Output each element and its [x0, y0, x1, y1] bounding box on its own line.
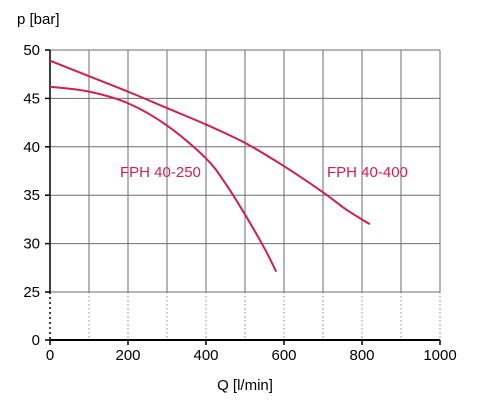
y-tick-label: 50 [23, 42, 40, 59]
tick-labels: 0 25 30 35 40 45 50 0 200 400 600 800 1000 [23, 42, 456, 364]
x-tick-label: 600 [271, 347, 296, 364]
x-tick-label: 0 [46, 347, 54, 364]
x-tick-label: 800 [349, 347, 374, 364]
axes [45, 49, 441, 345]
curve-fph-40-250 [49, 85, 278, 273]
series-label: FPH 40-400 [327, 164, 408, 181]
y-axis-title: p [bar] [17, 11, 60, 28]
y-tick-label: 40 [23, 139, 40, 156]
y-tick-label: 25 [23, 284, 40, 301]
y-tick-label: 30 [23, 236, 40, 253]
series-label: FPH 40-250 [120, 164, 201, 181]
x-tick-label: 400 [193, 347, 218, 364]
grid [50, 49, 441, 340]
x-tick-label: 200 [115, 347, 140, 364]
curve-fph-40-400 [49, 59, 371, 226]
y-tick-label: 45 [23, 90, 40, 107]
x-tick-label: 1000 [423, 347, 456, 364]
y-tick-label: 35 [23, 187, 40, 204]
y-tick-label: 0 [32, 332, 40, 349]
x-axis-title: Q [l/min] [217, 377, 273, 394]
curves: FPH 40-250 FPH 40-400 [49, 59, 408, 273]
